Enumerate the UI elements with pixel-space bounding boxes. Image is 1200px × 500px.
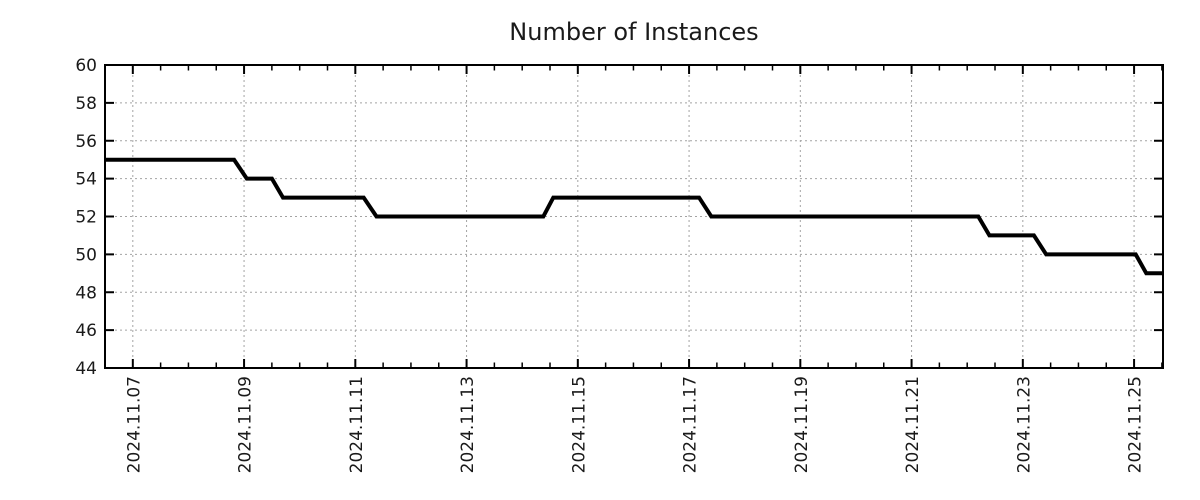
x-tick-label: 2024.11.15: [569, 376, 589, 473]
plot-border: [104, 64, 1164, 369]
y-tick-label: 60: [75, 56, 97, 76]
series-line-instances: [105, 157, 1163, 276]
x-tick-label: 2024.11.21: [903, 376, 923, 473]
x-tick-label: 2024.11.19: [792, 376, 812, 473]
axis-ticks: [106, 64, 1163, 369]
y-tick-label: 44: [75, 359, 97, 379]
y-tick-label: 54: [75, 170, 97, 190]
x-tick-label: 2024.11.25: [1126, 376, 1146, 473]
x-tick-label: 2024.11.23: [1014, 376, 1034, 473]
x-axis-labels: 2024.11.07 2024.11.09 2024.11.11 2024.11.13…: [124, 376, 1145, 473]
x-tick-label: 2024.11.17: [681, 376, 701, 473]
chart-title: Number of Instances: [509, 18, 758, 46]
y-tick-label: 56: [75, 132, 97, 152]
x-tick-label: 2024.11.11: [347, 376, 367, 473]
y-tick-label: 58: [75, 94, 97, 114]
y-tick-label: 46: [75, 321, 97, 341]
x-tick-label: 2024.11.09: [236, 376, 256, 473]
x-tick-label: 2024.11.13: [458, 376, 478, 473]
gridlines: [105, 65, 1163, 368]
x-tick-label: 2024.11.07: [124, 376, 144, 473]
y-tick-label: 50: [75, 245, 97, 265]
y-tick-label: 52: [75, 208, 97, 228]
y-tick-label: 48: [75, 283, 97, 303]
y-axis-labels: 44 46 48 50 52 54 56 58 60: [75, 56, 97, 379]
